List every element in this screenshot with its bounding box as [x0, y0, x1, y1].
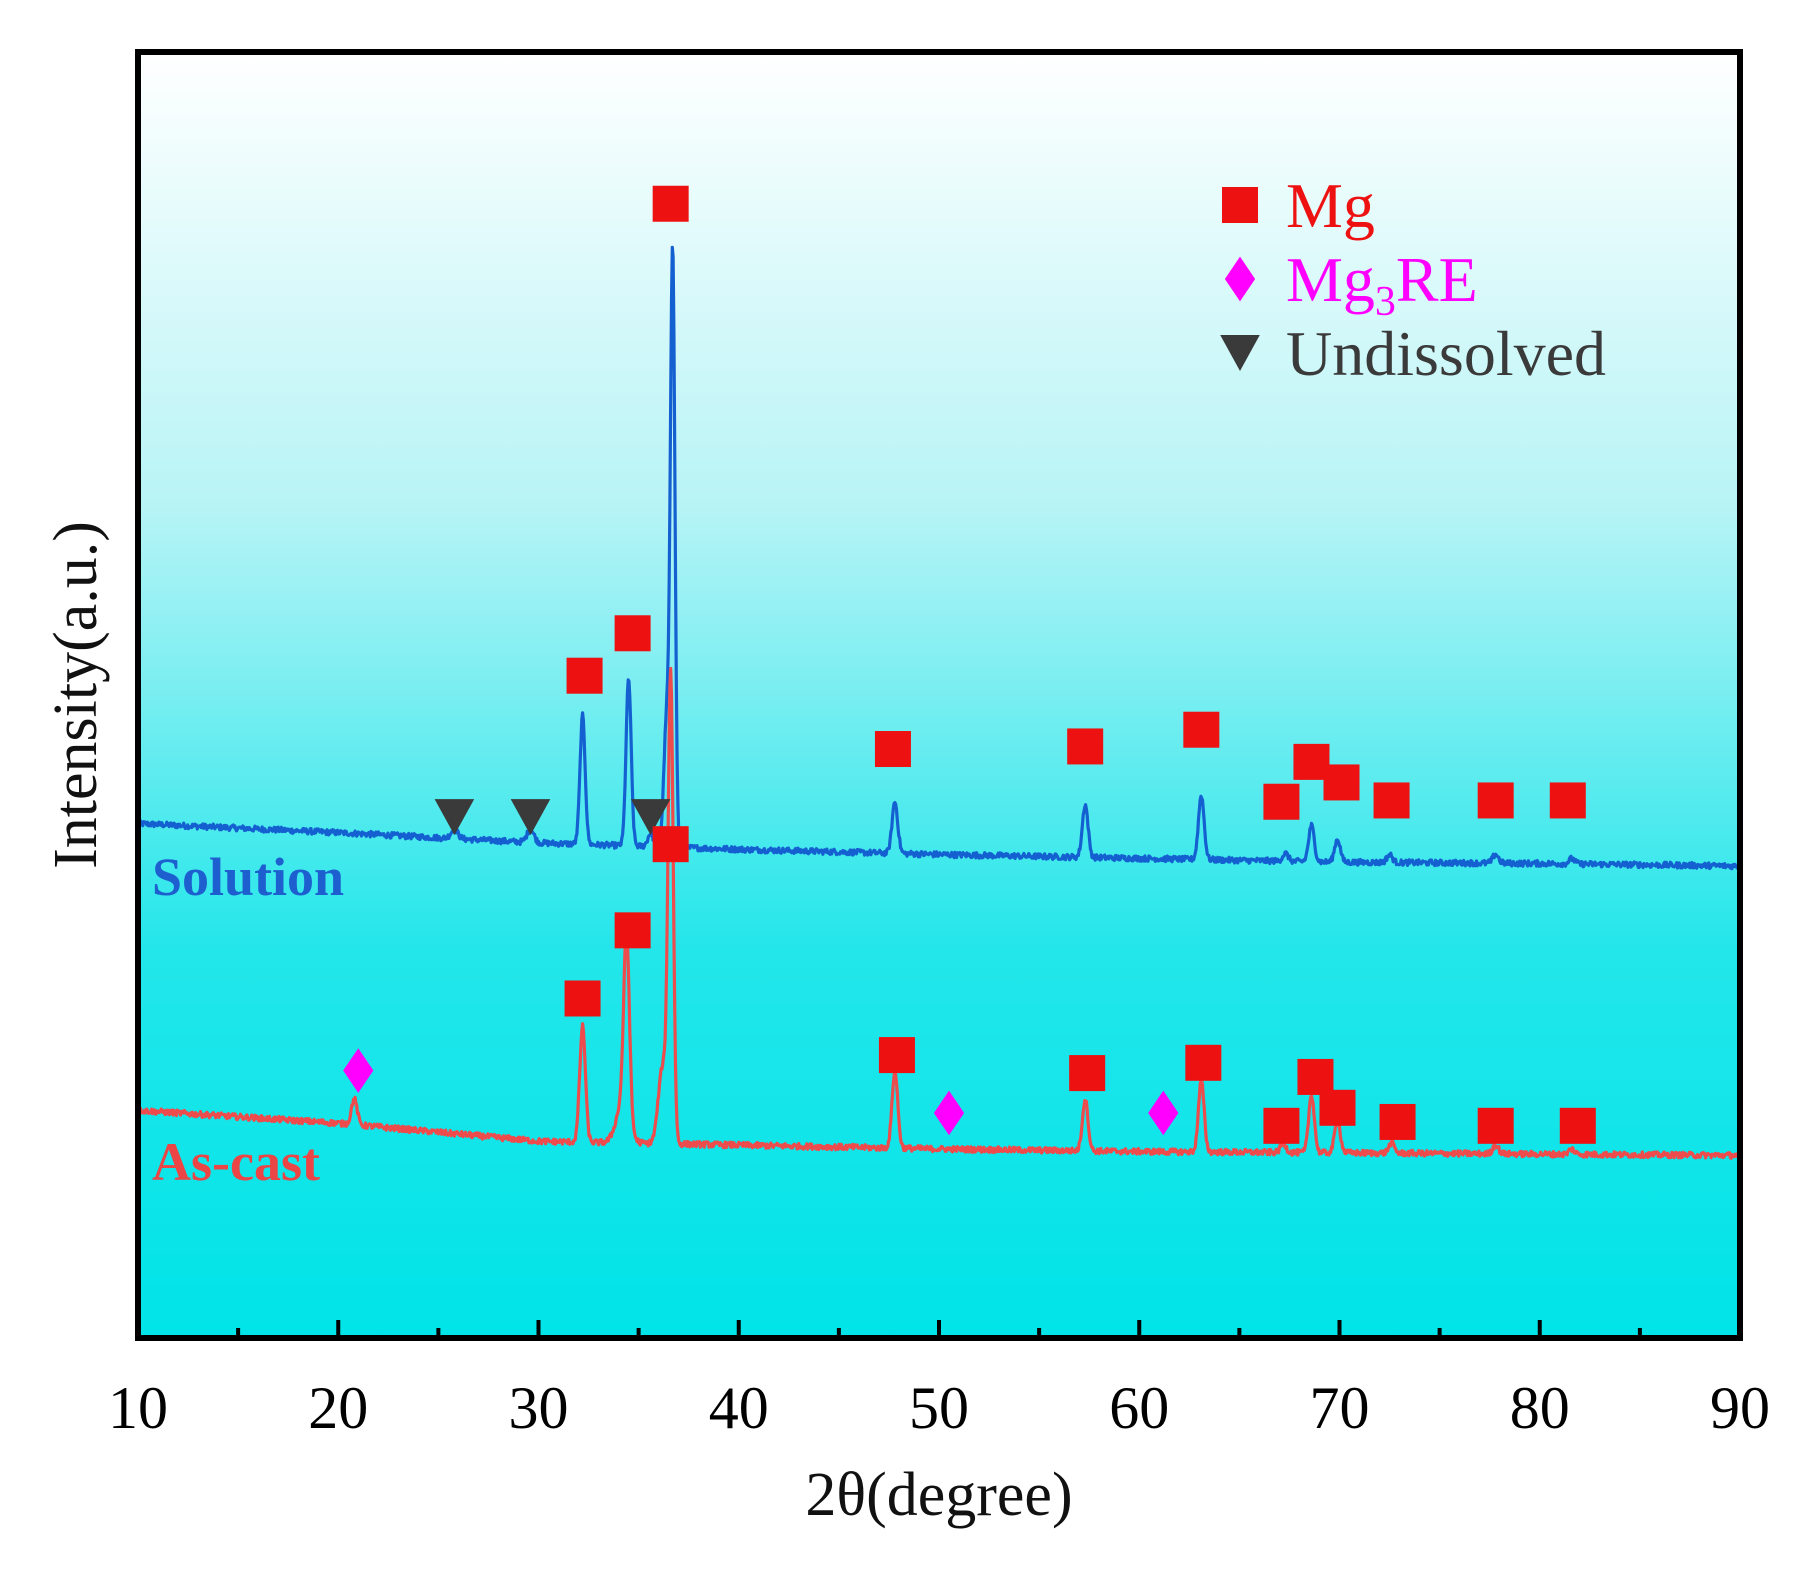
series-label-as-cast: As-cast [152, 1132, 320, 1192]
mg-square-marker [1477, 782, 1514, 819]
x-tick-label: 50 [909, 1375, 969, 1441]
series-labels: Solution As-cast [152, 847, 344, 1192]
mg-square-marker [1559, 1107, 1596, 1144]
mg-square-marker [1185, 1044, 1222, 1081]
mg-square-marker [1263, 1107, 1300, 1144]
mg-square-marker [1183, 711, 1220, 748]
mg-square-marker [874, 731, 911, 768]
x-tick-label: 60 [1109, 1375, 1169, 1441]
x-axis-ticks: 10 20 30 40 50 60 70 80 90 [108, 1320, 1770, 1441]
mg3re-diamond-marker [1224, 256, 1256, 302]
x-tick-label: 40 [709, 1375, 769, 1441]
undissolved-triangle-marker [434, 799, 475, 836]
y-axis-title: Intensity(a.u.) [42, 521, 110, 869]
mg-square-marker [1319, 1089, 1356, 1126]
mg3re-diamond-marker [343, 1048, 374, 1093]
series-line-as-cast [138, 666, 1740, 1160]
mg-square-marker [1379, 1103, 1416, 1140]
x-tick-label: 70 [1310, 1375, 1370, 1441]
mg-square-marker [1222, 187, 1258, 223]
mg3re-diamond-marker [1148, 1090, 1179, 1136]
series-label-solution: Solution [152, 847, 344, 907]
x-axis-title: 2θ(degree) [805, 1461, 1072, 1529]
mg-square-marker [652, 826, 689, 863]
mg-square-marker [878, 1037, 915, 1074]
mg3re-diamond-marker [933, 1090, 965, 1136]
mg-square-marker [1067, 728, 1104, 765]
mg-square-marker [614, 912, 651, 949]
mg-square-marker [1069, 1055, 1106, 1092]
mg-square-marker [1297, 1058, 1334, 1095]
marker-layer [343, 185, 1596, 1144]
mg-square-marker [614, 615, 651, 652]
series-line-solution [138, 245, 1740, 871]
mg-square-marker [1263, 783, 1300, 820]
plot-background [138, 52, 1740, 1338]
legend-label: Undissolved [1286, 318, 1606, 389]
undissolved-triangle-marker [1220, 335, 1260, 371]
legend-label: Mg3RE [1286, 244, 1478, 325]
x-tick-label: 10 [108, 1375, 168, 1441]
mg-square-marker [1549, 782, 1586, 819]
mg-square-marker [1323, 764, 1360, 801]
mg-square-marker [652, 185, 689, 222]
mg-square-marker [1477, 1107, 1514, 1144]
legend-label: Mg [1286, 170, 1375, 241]
mg-square-marker [1293, 743, 1330, 780]
undissolved-triangle-marker [630, 799, 671, 836]
x-tick-label: 80 [1510, 1375, 1570, 1441]
x-tick-label: 90 [1710, 1375, 1770, 1441]
undissolved-triangle-marker [510, 799, 551, 836]
x-tick-label: 20 [308, 1375, 368, 1441]
x-tick-label: 30 [509, 1375, 569, 1441]
mg-square-marker [564, 980, 601, 1017]
mg-square-marker [566, 657, 603, 694]
series-layer [138, 245, 1740, 1160]
mg-square-marker [1373, 782, 1410, 819]
